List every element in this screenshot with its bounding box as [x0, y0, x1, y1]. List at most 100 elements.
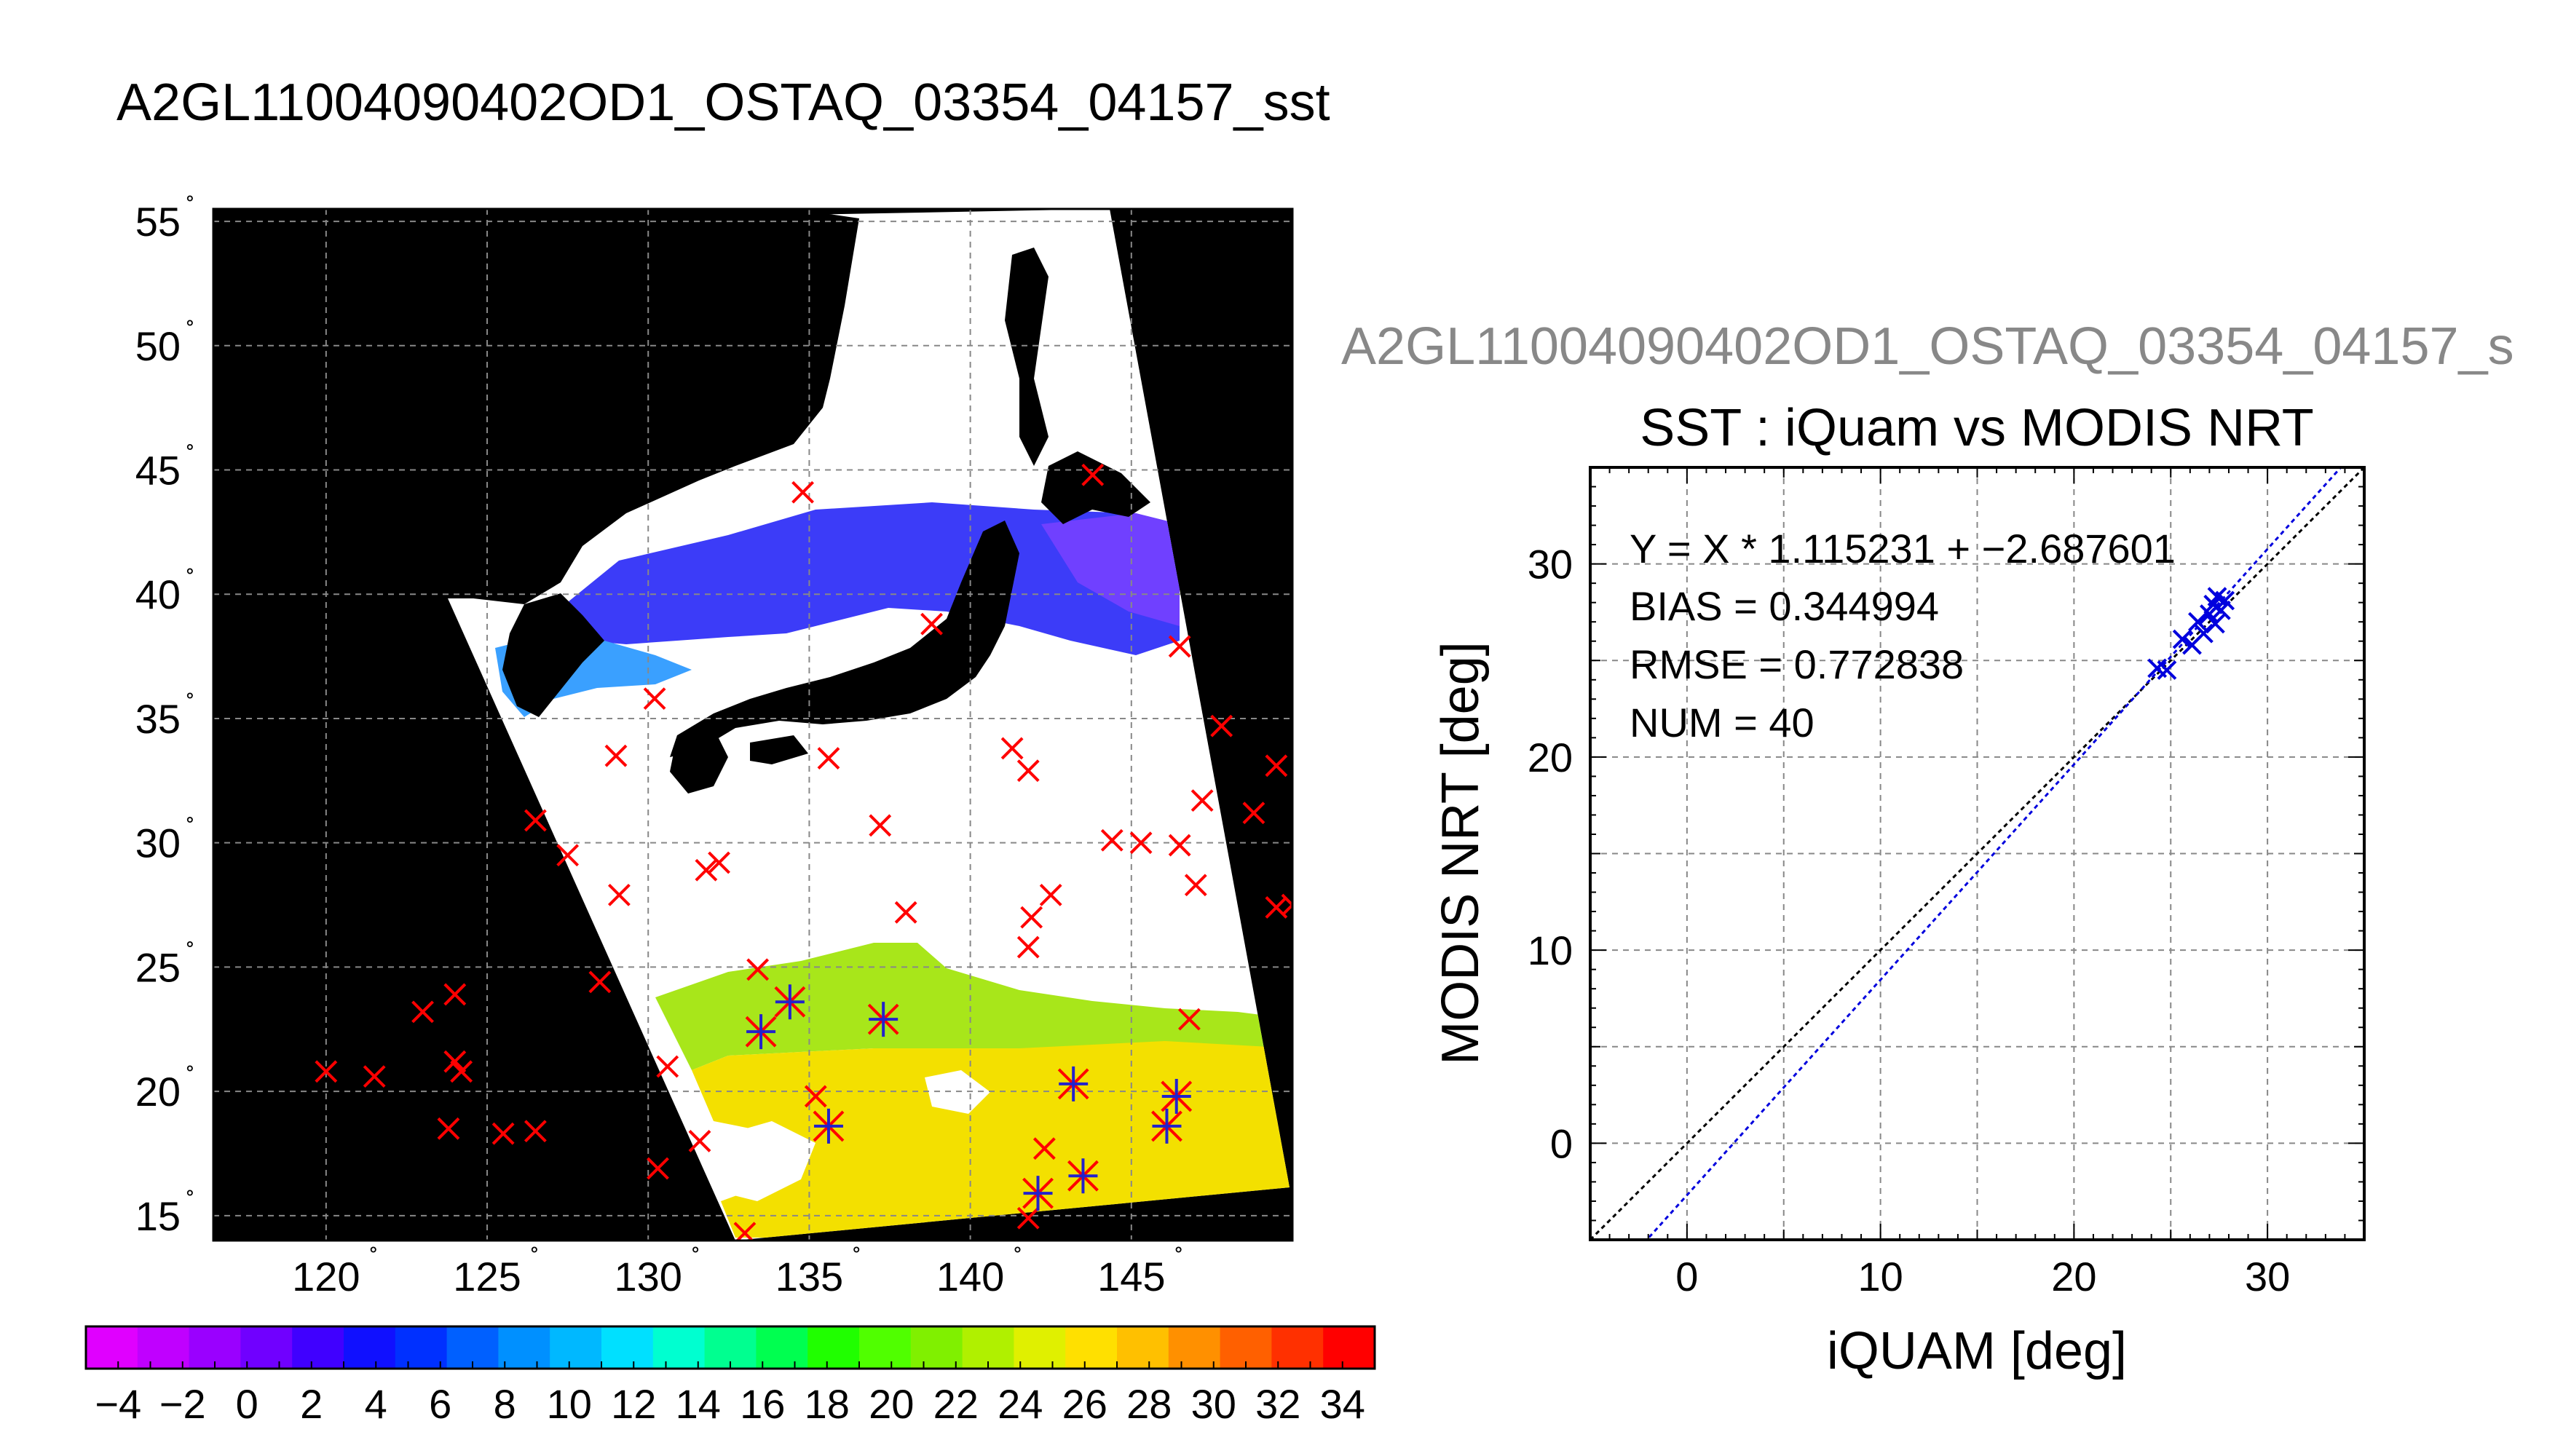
map-marker-red [708, 851, 730, 874]
degree-symbol: ˚ [186, 815, 194, 843]
colorbar-label: 6 [429, 1381, 451, 1427]
longitude-label: 130 [615, 1254, 682, 1299]
colorbar-label: 30 [1191, 1381, 1236, 1427]
land-sakhalin [1005, 248, 1049, 466]
colorbar-label: 12 [611, 1381, 656, 1427]
degree-symbol: ˚ [370, 1245, 378, 1273]
map-marker-red [1242, 802, 1265, 825]
degree-symbol: ˚ [186, 1064, 194, 1091]
colorbar-label: 16 [740, 1381, 785, 1427]
latitude-label: 35 [135, 696, 181, 742]
map-marker-red [443, 983, 467, 1006]
colorbar-swatch [86, 1326, 138, 1369]
sst-map: 55 ˚50 ˚45 ˚40 ˚35 ˚30 ˚25 ˚20 ˚15 ˚ 120 ˚ 125 ˚ 130 ˚… [135, 194, 1294, 1299]
sst-green-band [655, 943, 1290, 1070]
colorbar-swatch [652, 1326, 706, 1369]
y-axis-label: MODIS NRT [deg] [1431, 641, 1490, 1065]
colorbar-swatch [1271, 1326, 1324, 1369]
scatter-point [2215, 590, 2235, 611]
degree-symbol: ˚ [186, 318, 194, 346]
scatter-plot: SST : iQuam vs MODIS NRT 0 10 20 300102030 … [1431, 399, 2366, 1380]
degree-symbol: ˚ [853, 1245, 861, 1273]
map-marker-red [1168, 834, 1191, 857]
colorbar-swatch [1014, 1326, 1067, 1369]
map-marker-red [1100, 828, 1124, 852]
degree-symbol: ˚ [186, 1188, 194, 1216]
degree-symbol: ˚ [186, 194, 194, 221]
colorbar-swatch [1065, 1326, 1118, 1369]
map-frame [212, 207, 1294, 1242]
colorbar-label: 32 [1255, 1381, 1300, 1427]
latitude-label: 55 [135, 199, 181, 245]
land-japan-honshu [670, 521, 1019, 757]
colorbar-swatch [240, 1326, 293, 1369]
degree-symbol: ˚ [186, 691, 194, 719]
y-tick-label: 0 [1550, 1120, 1573, 1166]
map-marker-red [491, 1122, 515, 1145]
map-marker-red [920, 612, 943, 636]
land-japan-shikoku [750, 735, 808, 764]
sst-yellow-band [692, 1041, 1290, 1238]
colorbar-label: 20 [869, 1381, 914, 1427]
scatter-point [2172, 629, 2192, 649]
scatter-points [2147, 587, 2235, 680]
map-marker-red [1210, 714, 1233, 737]
colorbar-swatch [756, 1326, 809, 1369]
cloud-patch [721, 1121, 816, 1201]
map-marker-red [411, 1000, 434, 1024]
map-marker-blue-star [1022, 1176, 1054, 1211]
map-markers [315, 463, 1292, 1241]
colorbar-label: 4 [365, 1381, 387, 1427]
map-marker-red [1168, 635, 1191, 658]
colorbar-swatch [137, 1326, 190, 1369]
colorbar-label: 24 [998, 1381, 1043, 1427]
colorbar-swatch [859, 1326, 912, 1369]
colorbar-label: 8 [494, 1381, 516, 1427]
map-marker-red [647, 1157, 669, 1180]
colorbar-swatch [1168, 1326, 1221, 1369]
degree-symbol: ˚ [1175, 1245, 1183, 1273]
map-marker-blue-star [1151, 1108, 1182, 1144]
latitude-label: 45 [135, 448, 181, 494]
map-marker-red [604, 744, 628, 767]
map-marker-red [1016, 935, 1040, 959]
x-tick-label: 30 [2245, 1254, 2290, 1299]
map-marker-red [1039, 883, 1062, 906]
map-marker-red [817, 747, 840, 770]
map-grid [213, 209, 1292, 1241]
fit-equation: Y = X * 1.115231 + −2.687601 [1630, 526, 2176, 571]
map-marker-red [437, 1117, 460, 1140]
map-marker-red [804, 1085, 827, 1108]
x-axis-label: iQUAM [deg] [1827, 1322, 2127, 1380]
latitude-label: 30 [135, 820, 181, 866]
y-tick-label: 20 [1528, 735, 1573, 780]
map-marker-red [1020, 906, 1043, 929]
map-marker-red [607, 883, 631, 906]
degree-symbol: ˚ [692, 1245, 700, 1273]
map-marker-blue-star [1067, 1158, 1099, 1194]
scatter-point [2157, 660, 2177, 680]
x-tick-label: 10 [1857, 1254, 1903, 1299]
map-marker-blue-star [867, 1002, 899, 1037]
latitude-label: 20 [135, 1069, 181, 1115]
x-tick-label: 0 [1675, 1254, 1698, 1299]
map-marker-blue-star [774, 984, 806, 1020]
map-marker-blue-star [745, 1014, 777, 1050]
right-panel-title: A2GL11004090402OD1_OSTAQ_03354_04157_s [1341, 317, 2514, 376]
map-marker-red [524, 809, 547, 832]
colorbar-swatch [807, 1326, 860, 1369]
colorbar-swatch [498, 1326, 551, 1369]
scatter-ticks [1590, 467, 2365, 1241]
longitude-label: 145 [1097, 1254, 1165, 1299]
map-marker-red [791, 480, 814, 504]
map-marker-red [1281, 893, 1292, 917]
colorbar: −4 −2 0 2 4 6 8 10 12 14 16 18 20 22 24 26 28 30 32 34 [84, 1325, 1376, 1427]
land-asia-mainland [213, 209, 859, 604]
colorbar-swatch [292, 1326, 344, 1369]
degree-symbol: ˚ [1014, 1245, 1022, 1273]
map-marker-red [1081, 463, 1105, 486]
colorbar-label: 10 [547, 1381, 592, 1427]
longitude-label: 135 [775, 1254, 843, 1299]
y-tick-label: 10 [1528, 927, 1573, 973]
